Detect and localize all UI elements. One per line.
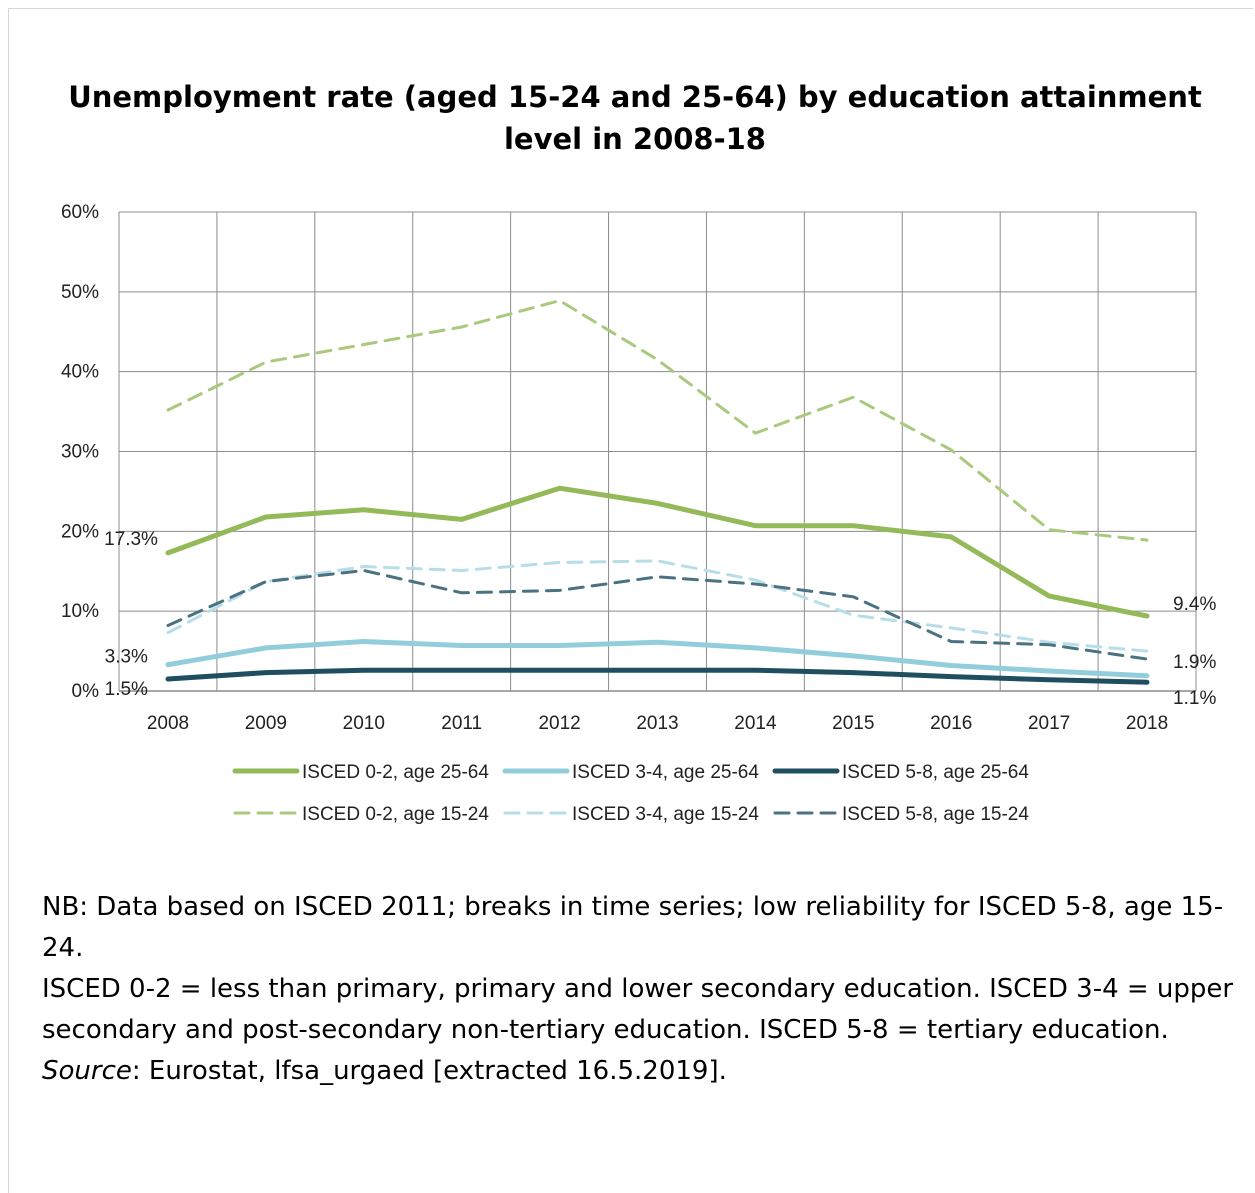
x-tick-label: 2013 [636, 713, 678, 734]
series-line-isced-5-8-age-25-64 [165, 667, 1150, 685]
line-chart: 0% 10% 20% 30% 40% 50% 60% 2008 2009 2010 2011 2012… [61, 202, 1216, 825]
note-nb: NB: Data based on ISCED 2011; breaks in … [42, 892, 1224, 963]
chart-title-line-2: level in 2008-18 [503, 122, 766, 156]
legend-label: ISCED 0-2, age 15-24 [302, 804, 489, 825]
legend-label: ISCED 5-8, age 25-64 [842, 762, 1029, 783]
legend-label: ISCED 3-4, age 15-24 [572, 804, 759, 825]
x-tick-label: 2015 [832, 713, 874, 734]
data-label: 3.3% [105, 647, 148, 668]
series-line-isced-0-2-age-15-24 [166, 299, 1149, 542]
chart-notes: NB: Data based on ISCED 2011; breaks in … [42, 887, 1237, 1092]
x-tick-label: 2018 [1126, 713, 1168, 734]
x-tick-label: 2010 [343, 713, 385, 734]
y-tick-label: 50% [61, 282, 99, 303]
chart-title: Unemployment rate (aged 15-24 and 25-64)… [40, 76, 1230, 160]
x-tick-label: 2017 [1028, 713, 1070, 734]
data-label: 1.5% [105, 679, 148, 700]
legend-label: ISCED 0-2, age 25-64 [302, 762, 489, 783]
y-tick-label: 40% [61, 362, 99, 383]
chart-axes: 0% 10% 20% 30% 40% 50% 60% 2008 2009 2010 2011 2012… [61, 202, 1196, 734]
series-line-isced-3-4-age-25-64 [165, 639, 1150, 679]
x-tick-label: 2008 [147, 713, 189, 734]
x-tick-label: 2012 [538, 713, 580, 734]
y-tick-label: 20% [61, 521, 99, 542]
data-label: 9.4% [1173, 594, 1216, 615]
chart-series [165, 299, 1150, 685]
series-line-isced-0-2-age-25-64 [165, 485, 1150, 619]
y-tick-label: 10% [61, 601, 99, 622]
x-tick-label: 2016 [930, 713, 972, 734]
note-source: Source: Eurostat, lfsa_urgaed [extracted… [42, 1051, 1237, 1092]
source-label: Source [42, 1056, 132, 1086]
y-tick-label: 60% [61, 202, 99, 223]
chart-title-line-1: Unemployment rate (aged 15-24 and 25-64)… [68, 80, 1202, 114]
legend-label: ISCED 3-4, age 25-64 [572, 762, 759, 783]
x-tick-label: 2014 [734, 713, 777, 734]
data-label: 1.9% [1173, 652, 1216, 673]
note-isced: ISCED 0-2 = less than primary, primary a… [42, 974, 1234, 1045]
chart-annotations: 17.3% 9.4% 3.3% 1.9% 1.5% 1.1% [104, 529, 1216, 709]
figure-frame [8, 8, 1253, 1193]
series-line-isced-5-8-age-15-24 [166, 569, 1149, 661]
y-tick-label: 30% [61, 442, 99, 463]
series-line-isced-3-4-age-15-24 [166, 559, 1149, 653]
x-tick-label: 2009 [245, 713, 287, 734]
x-tick-label: 2011 [441, 713, 482, 734]
data-label: 1.1% [1173, 688, 1216, 709]
chart-legend: ISCED 0-2, age 25-64 ISCED 3-4, age 25-64… [232, 762, 1029, 825]
data-label: 17.3% [104, 529, 158, 550]
chart-grid [118, 211, 1197, 691]
source-text: : Eurostat, lfsa_urgaed [extracted 16.5.… [131, 1056, 727, 1086]
legend-label: ISCED 5-8, age 15-24 [842, 804, 1029, 825]
y-tick-label: 0% [72, 681, 100, 702]
